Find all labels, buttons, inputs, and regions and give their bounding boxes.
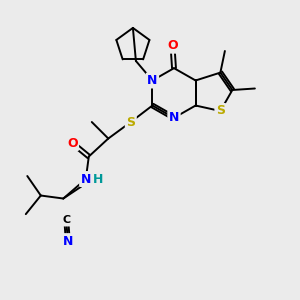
Text: O: O (67, 136, 78, 149)
Text: S: S (216, 104, 225, 118)
Text: N: N (63, 235, 73, 248)
Text: C: C (62, 215, 70, 225)
Text: N: N (169, 111, 179, 124)
Text: H: H (93, 172, 103, 185)
Text: S: S (126, 116, 135, 128)
Text: N: N (81, 172, 91, 185)
Text: N: N (147, 74, 158, 87)
Text: O: O (167, 39, 178, 52)
